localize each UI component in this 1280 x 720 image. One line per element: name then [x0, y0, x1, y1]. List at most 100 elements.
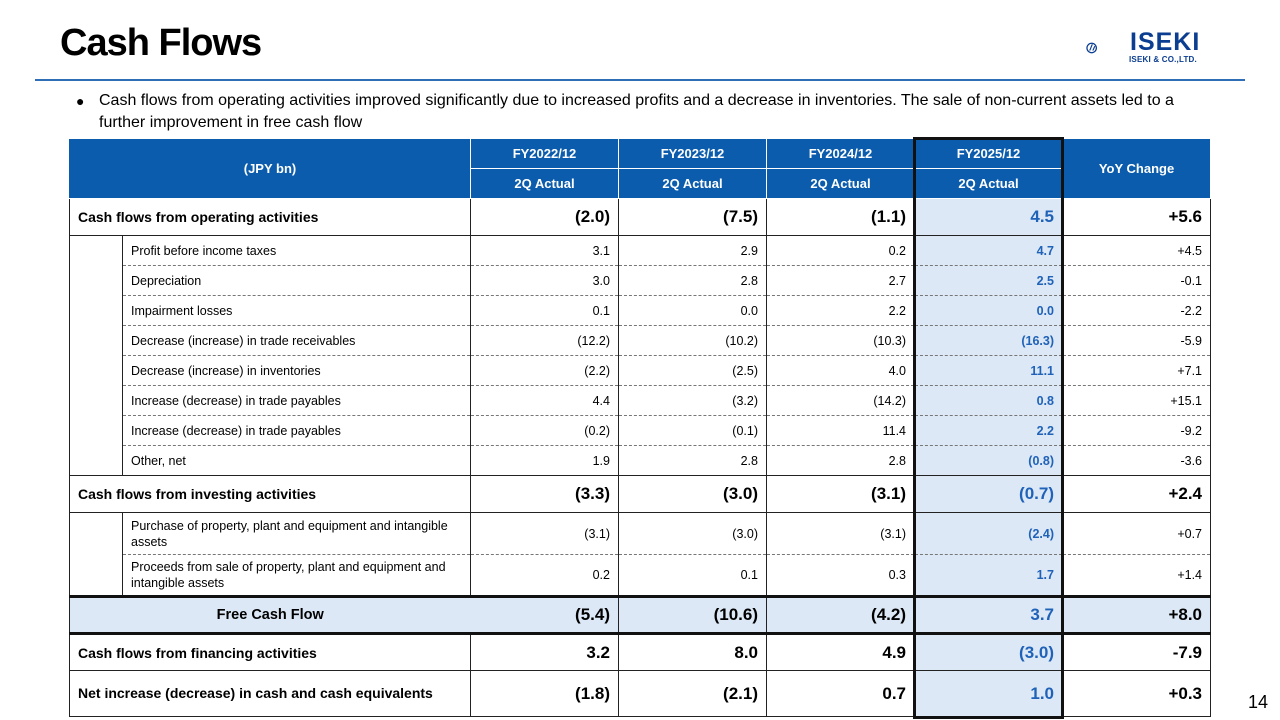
cell-value: (5.4): [470, 595, 619, 635]
cell-value: (3.1): [766, 512, 915, 555]
cell-value: 0.0: [618, 295, 767, 326]
row-label: Decrease (increase) in inventories: [122, 355, 471, 386]
cell-value: (3.0): [618, 475, 767, 513]
cash-flow-table: (JPY bn) FY2022/12 FY2023/12 FY2024/12 F…: [69, 138, 1211, 717]
cell-value: 3.7: [914, 595, 1063, 635]
logo-name: ISEKI: [1130, 28, 1201, 56]
year-header: FY2024/12: [766, 138, 915, 169]
cell-value: 3.0: [470, 265, 619, 296]
cell-value: 2.2: [766, 295, 915, 326]
cell-value: 2.8: [618, 445, 767, 476]
cell-value: 8.0: [618, 633, 767, 671]
cell-value: +0.3: [1062, 670, 1211, 717]
cell-value: 3.1: [470, 235, 619, 266]
cell-value: 11.1: [914, 355, 1063, 386]
indent-spacer: [69, 235, 123, 476]
cell-value: 2.9: [618, 235, 767, 266]
cell-value: -7.9: [1062, 633, 1211, 671]
table-row: Free Cash Flow (5.4) (10.6) (4.2) 3.7 +8…: [69, 595, 1211, 635]
period-header: 2Q Actual: [470, 168, 619, 199]
cell-value: (0.2): [470, 415, 619, 446]
bullet-dot-icon: ●: [76, 93, 85, 109]
table-row: Purchase of property, plant and equipmen…: [69, 512, 1211, 597]
cell-value: 1.7: [914, 554, 1063, 597]
indent-spacer: [69, 512, 123, 597]
cell-value: -0.1: [1062, 265, 1211, 296]
unit-header: (JPY bn): [69, 138, 471, 199]
cell-value: (0.8): [914, 445, 1063, 476]
cell-value: 2.2: [914, 415, 1063, 446]
cell-value: (3.1): [766, 475, 915, 513]
cell-value: (3.2): [618, 385, 767, 416]
cell-value: +0.7: [1062, 512, 1211, 555]
cell-value: (1.8): [470, 670, 619, 717]
cell-value: 0.2: [766, 235, 915, 266]
cell-value: 2.8: [766, 445, 915, 476]
cell-value: -5.9: [1062, 325, 1211, 356]
cell-value: (3.3): [470, 475, 619, 513]
table-row: Cash flows from operating activities (2.…: [69, 198, 1211, 236]
cell-value: 2.7: [766, 265, 915, 296]
yoy-header: YoY Change: [1062, 138, 1211, 199]
cell-value: (2.0): [470, 198, 619, 236]
cell-value: (4.2): [766, 595, 915, 635]
table-row: Other, net 1.9 2.8 2.8 (0.8) -3.6: [70, 445, 1211, 476]
row-label: Cash flows from financing activities: [69, 633, 471, 671]
table-row: Cash flows from financing activities 3.2…: [69, 633, 1211, 671]
cell-value: (10.3): [766, 325, 915, 356]
row-label: Impairment losses: [122, 295, 471, 326]
row-label: Proceeds from sale of property, plant an…: [122, 554, 471, 597]
cell-value: (1.1): [766, 198, 915, 236]
cell-value: (16.3): [914, 325, 1063, 356]
cell-value: (2.1): [618, 670, 767, 717]
cell-value: 4.5: [914, 198, 1063, 236]
cell-value: 11.4: [766, 415, 915, 446]
cell-value: (3.0): [618, 512, 767, 555]
cell-value: 0.2: [470, 554, 619, 597]
table-row: Net increase (decrease) in cash and cash…: [69, 670, 1211, 717]
table-row: Cash flows from investing activities (3.…: [69, 475, 1211, 513]
cell-value: 2.8: [618, 265, 767, 296]
cell-value: 4.7: [914, 235, 1063, 266]
header-rule: [35, 79, 1245, 81]
cell-value: -9.2: [1062, 415, 1211, 446]
year-header: FY2023/12: [618, 138, 767, 169]
cell-value: 0.8: [914, 385, 1063, 416]
page-number: 14: [1248, 692, 1269, 712]
row-label: Profit before income taxes: [122, 235, 471, 266]
iseki-logo-icon: [1086, 42, 1097, 54]
cell-value: (2.4): [914, 512, 1063, 555]
period-header: 2Q Actual: [914, 168, 1063, 199]
table-row: Increase (decrease) in trade payables 4.…: [70, 385, 1211, 416]
table-row: Impairment losses 0.1 0.0 2.2 0.0 -2.2: [70, 295, 1211, 326]
table-row: Profit before income taxes 3.1 2.9 0.2 4…: [69, 235, 1211, 476]
cell-value: +7.1: [1062, 355, 1211, 386]
cell-value: -3.6: [1062, 445, 1211, 476]
cell-value: -2.2: [1062, 295, 1211, 326]
row-label: Free Cash Flow: [69, 595, 471, 635]
cell-value: +2.4: [1062, 475, 1211, 513]
cell-value: +15.1: [1062, 385, 1211, 416]
cell-value: (2.2): [470, 355, 619, 386]
cell-value: 0.7: [766, 670, 915, 717]
cell-value: +4.5: [1062, 235, 1211, 266]
cell-value: (3.1): [470, 512, 619, 555]
cell-value: (14.2): [766, 385, 915, 416]
cell-value: 3.2: [470, 633, 619, 671]
bullet-text: Cash flows from operating activities imp…: [99, 92, 1174, 131]
table-row: Decrease (increase) in trade receivables…: [70, 325, 1211, 356]
cell-value: +8.0: [1062, 595, 1211, 635]
row-label: Purchase of property, plant and equipmen…: [122, 512, 471, 555]
table-row: Proceeds from sale of property, plant an…: [70, 554, 1211, 597]
table-row: Depreciation 3.0 2.8 2.7 2.5 -0.1: [70, 265, 1211, 296]
row-label: Cash flows from investing activities: [69, 475, 471, 513]
page-title: Cash Flows: [60, 22, 262, 64]
cell-value: 4.0: [766, 355, 915, 386]
row-label: Decrease (increase) in trade receivables: [122, 325, 471, 356]
cell-value: 1.0: [914, 670, 1063, 717]
row-label: Increase (decrease) in trade payables: [122, 415, 471, 446]
row-label: Other, net: [122, 445, 471, 476]
row-label: Cash flows from operating activities: [69, 198, 471, 236]
row-label: Depreciation: [122, 265, 471, 296]
cell-value: 0.0: [914, 295, 1063, 326]
